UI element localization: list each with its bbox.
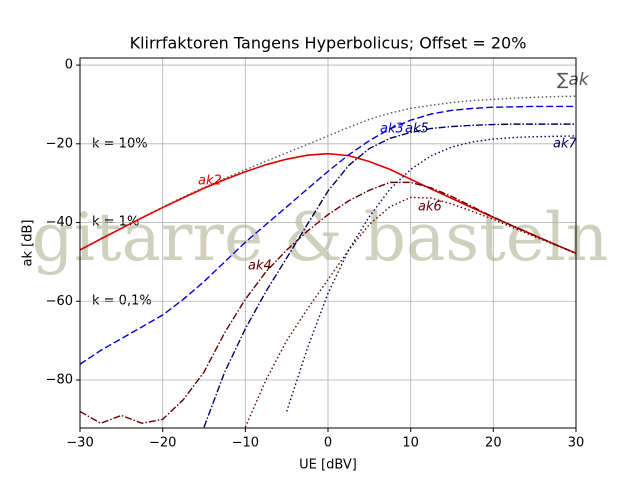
- series-line: [244, 196, 576, 428]
- series-label: ak7: [553, 137, 577, 152]
- y-tick-label: −20: [46, 136, 73, 151]
- chart-title: Klirrfaktoren Tangens Hyperbolicus; Offs…: [130, 34, 527, 53]
- series-label: ak6: [418, 200, 442, 215]
- watermark: gitarre & basteln: [32, 199, 609, 276]
- series-line: [286, 135, 576, 412]
- y-axis-label: ak [dB]: [21, 220, 36, 267]
- series-label: ak4: [248, 259, 272, 274]
- x-tick-label: −20: [149, 436, 176, 451]
- y-tick-label: −60: [46, 294, 73, 309]
- x-tick-label: −10: [232, 436, 259, 451]
- series-line: [80, 105, 576, 365]
- series-line: [80, 152, 576, 254]
- series-label: ∑ak: [557, 70, 590, 90]
- y-tick-label: −80: [46, 372, 73, 387]
- series-label: ak3: [380, 122, 404, 137]
- x-tick-label: 0: [324, 436, 332, 451]
- series-line: [80, 181, 576, 425]
- x-tick-label: 20: [485, 436, 502, 451]
- series-line: [203, 123, 576, 428]
- x-tick-label: −30: [66, 436, 93, 451]
- plot-frame: [79, 57, 577, 429]
- y-tick-label: 0: [65, 58, 73, 73]
- x-tick-label: 10: [402, 436, 419, 451]
- series-label: ak5: [405, 122, 429, 137]
- x-tick-label: 30: [568, 436, 585, 451]
- y-tick-label: −40: [46, 215, 73, 230]
- x-axis-label: UE [dBV]: [299, 458, 357, 473]
- series-label: ak2: [198, 174, 222, 189]
